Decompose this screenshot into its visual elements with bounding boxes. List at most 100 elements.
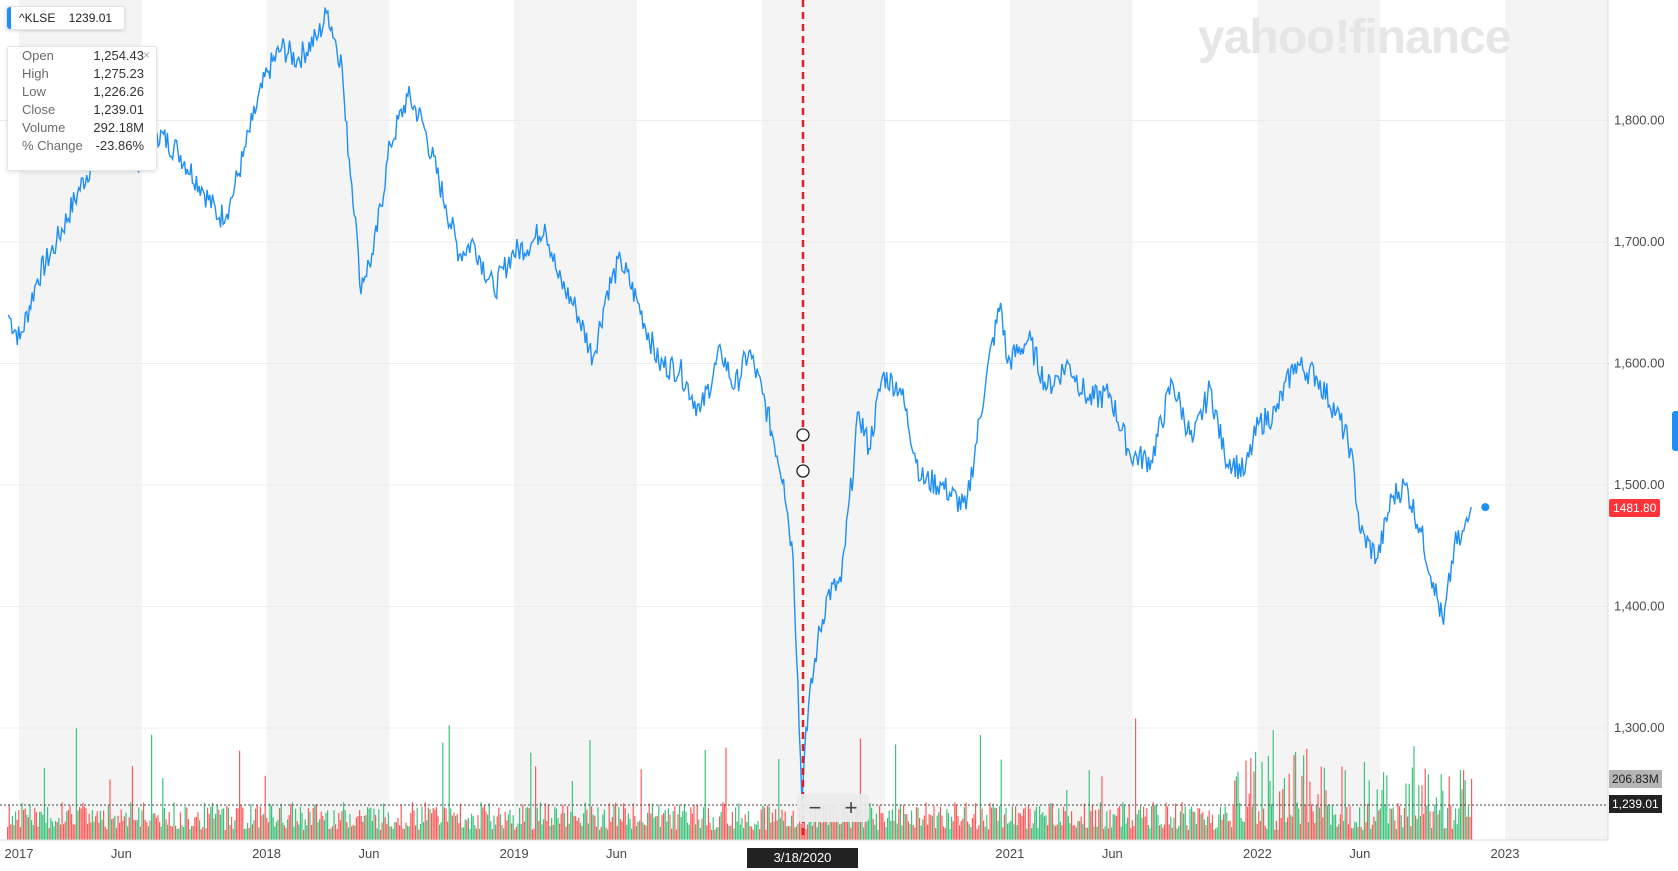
- volume-bar: [1309, 781, 1311, 840]
- volume-bar: [197, 812, 199, 840]
- volume-bar: [343, 802, 345, 840]
- volume-bar: [599, 829, 601, 840]
- volume-bar: [655, 816, 657, 840]
- volume-bar: [1055, 826, 1057, 840]
- volume-bar: [1426, 805, 1428, 840]
- volume-bar: [811, 825, 813, 840]
- volume-bar: [1133, 825, 1135, 840]
- volume-bar: [946, 808, 948, 840]
- volume-bar: [603, 809, 605, 840]
- volume-bar: [1010, 820, 1012, 840]
- close-icon[interactable]: ×: [142, 48, 150, 62]
- volume-bar: [464, 819, 466, 840]
- volume-bar: [314, 804, 316, 840]
- volume-bar: [816, 827, 818, 840]
- volume-bar: [363, 816, 365, 840]
- volume-bar: [623, 803, 625, 840]
- ticker-chip[interactable]: ^KLSE 1239.01: [6, 6, 126, 30]
- volume-bar: [1002, 827, 1004, 840]
- volume-bar: [791, 815, 793, 840]
- volume-bar: [1125, 823, 1127, 840]
- volume-bar: [1376, 789, 1378, 840]
- volume-bar: [333, 810, 335, 840]
- volume-bar: [1155, 804, 1157, 840]
- volume-bar: [397, 817, 399, 840]
- volume-bar: [1290, 814, 1292, 840]
- volume-bar: [589, 740, 591, 840]
- volume-bar: [251, 824, 253, 840]
- volume-bar: [387, 812, 389, 840]
- volume-bar: [1114, 814, 1116, 840]
- volume-bar: [211, 802, 213, 840]
- volume-bar: [554, 807, 556, 840]
- volume-bar: [1437, 814, 1439, 840]
- volume-bar: [799, 808, 801, 840]
- volume-bar: [1221, 819, 1223, 840]
- volume-bar: [1407, 816, 1409, 840]
- volume-bar: [815, 805, 817, 840]
- volume-bar: [48, 828, 50, 840]
- volume-bar: [1103, 828, 1105, 840]
- volume-bar: [1024, 807, 1026, 840]
- zoom-in-button[interactable]: +: [844, 795, 858, 820]
- volume-bar: [165, 819, 167, 840]
- volume-bar: [293, 826, 295, 840]
- volume-bar: [213, 818, 215, 840]
- volume-bar: [1277, 829, 1279, 840]
- volume-bar: [1463, 770, 1465, 840]
- volume-bar: [733, 828, 735, 840]
- volume-bar: [95, 816, 97, 840]
- volume-bar: [933, 805, 935, 840]
- x-tick-label: 2019: [500, 846, 529, 861]
- volume-bar: [1050, 802, 1052, 840]
- volume-bar: [637, 822, 639, 840]
- volume-bar: [10, 824, 12, 840]
- volume-bar: [235, 808, 237, 840]
- volume-bar: [499, 814, 501, 840]
- volume-bar: [511, 823, 513, 840]
- volume-bar: [256, 805, 258, 840]
- volume-bar: [877, 829, 879, 840]
- volume-bar: [175, 825, 177, 840]
- volume-bar: [264, 775, 266, 840]
- volume-bar: [837, 816, 839, 840]
- volume-bar: [271, 805, 273, 840]
- volume-bar: [496, 816, 498, 840]
- volume-bar: [1042, 812, 1044, 840]
- volume-bar: [688, 824, 690, 840]
- x-tick-label: 2021: [995, 846, 1024, 861]
- volume-bar: [1405, 783, 1407, 840]
- volume-bar: [1317, 794, 1319, 840]
- volume-bar: [427, 807, 429, 840]
- volume-bar: [648, 803, 650, 840]
- volume-bar: [27, 817, 29, 840]
- volume-bar: [506, 820, 508, 840]
- volume-bar: [709, 822, 711, 840]
- volume-bar: [112, 818, 114, 840]
- volume-bar: [122, 820, 124, 840]
- volume-bar: [34, 807, 36, 840]
- volume-bar: [1250, 758, 1252, 840]
- volume-bar: [107, 805, 109, 840]
- volume-bar: [279, 808, 281, 840]
- volume-bar: [775, 809, 777, 840]
- volume-bar: [315, 804, 317, 840]
- side-panel-handle[interactable]: [1672, 411, 1678, 451]
- volume-bar: [679, 804, 681, 840]
- volume-bar: [1346, 807, 1348, 840]
- volume-bar: [544, 803, 546, 840]
- volume-bar: [781, 809, 783, 840]
- volume-bar: [1037, 827, 1039, 840]
- yahoo-finance-watermark: yahoo!finance: [1198, 11, 1511, 64]
- volume-bar: [16, 819, 18, 840]
- volume-bar: [1109, 809, 1111, 840]
- volume-bar: [32, 825, 34, 840]
- volume-bar: [250, 804, 252, 840]
- volume-bar: [920, 825, 922, 840]
- volume-bar: [1395, 828, 1397, 840]
- zoom-out-button[interactable]: −: [808, 795, 822, 820]
- volume-bar: [1415, 815, 1417, 840]
- volume-bar: [1181, 802, 1183, 840]
- volume-bar: [789, 826, 791, 840]
